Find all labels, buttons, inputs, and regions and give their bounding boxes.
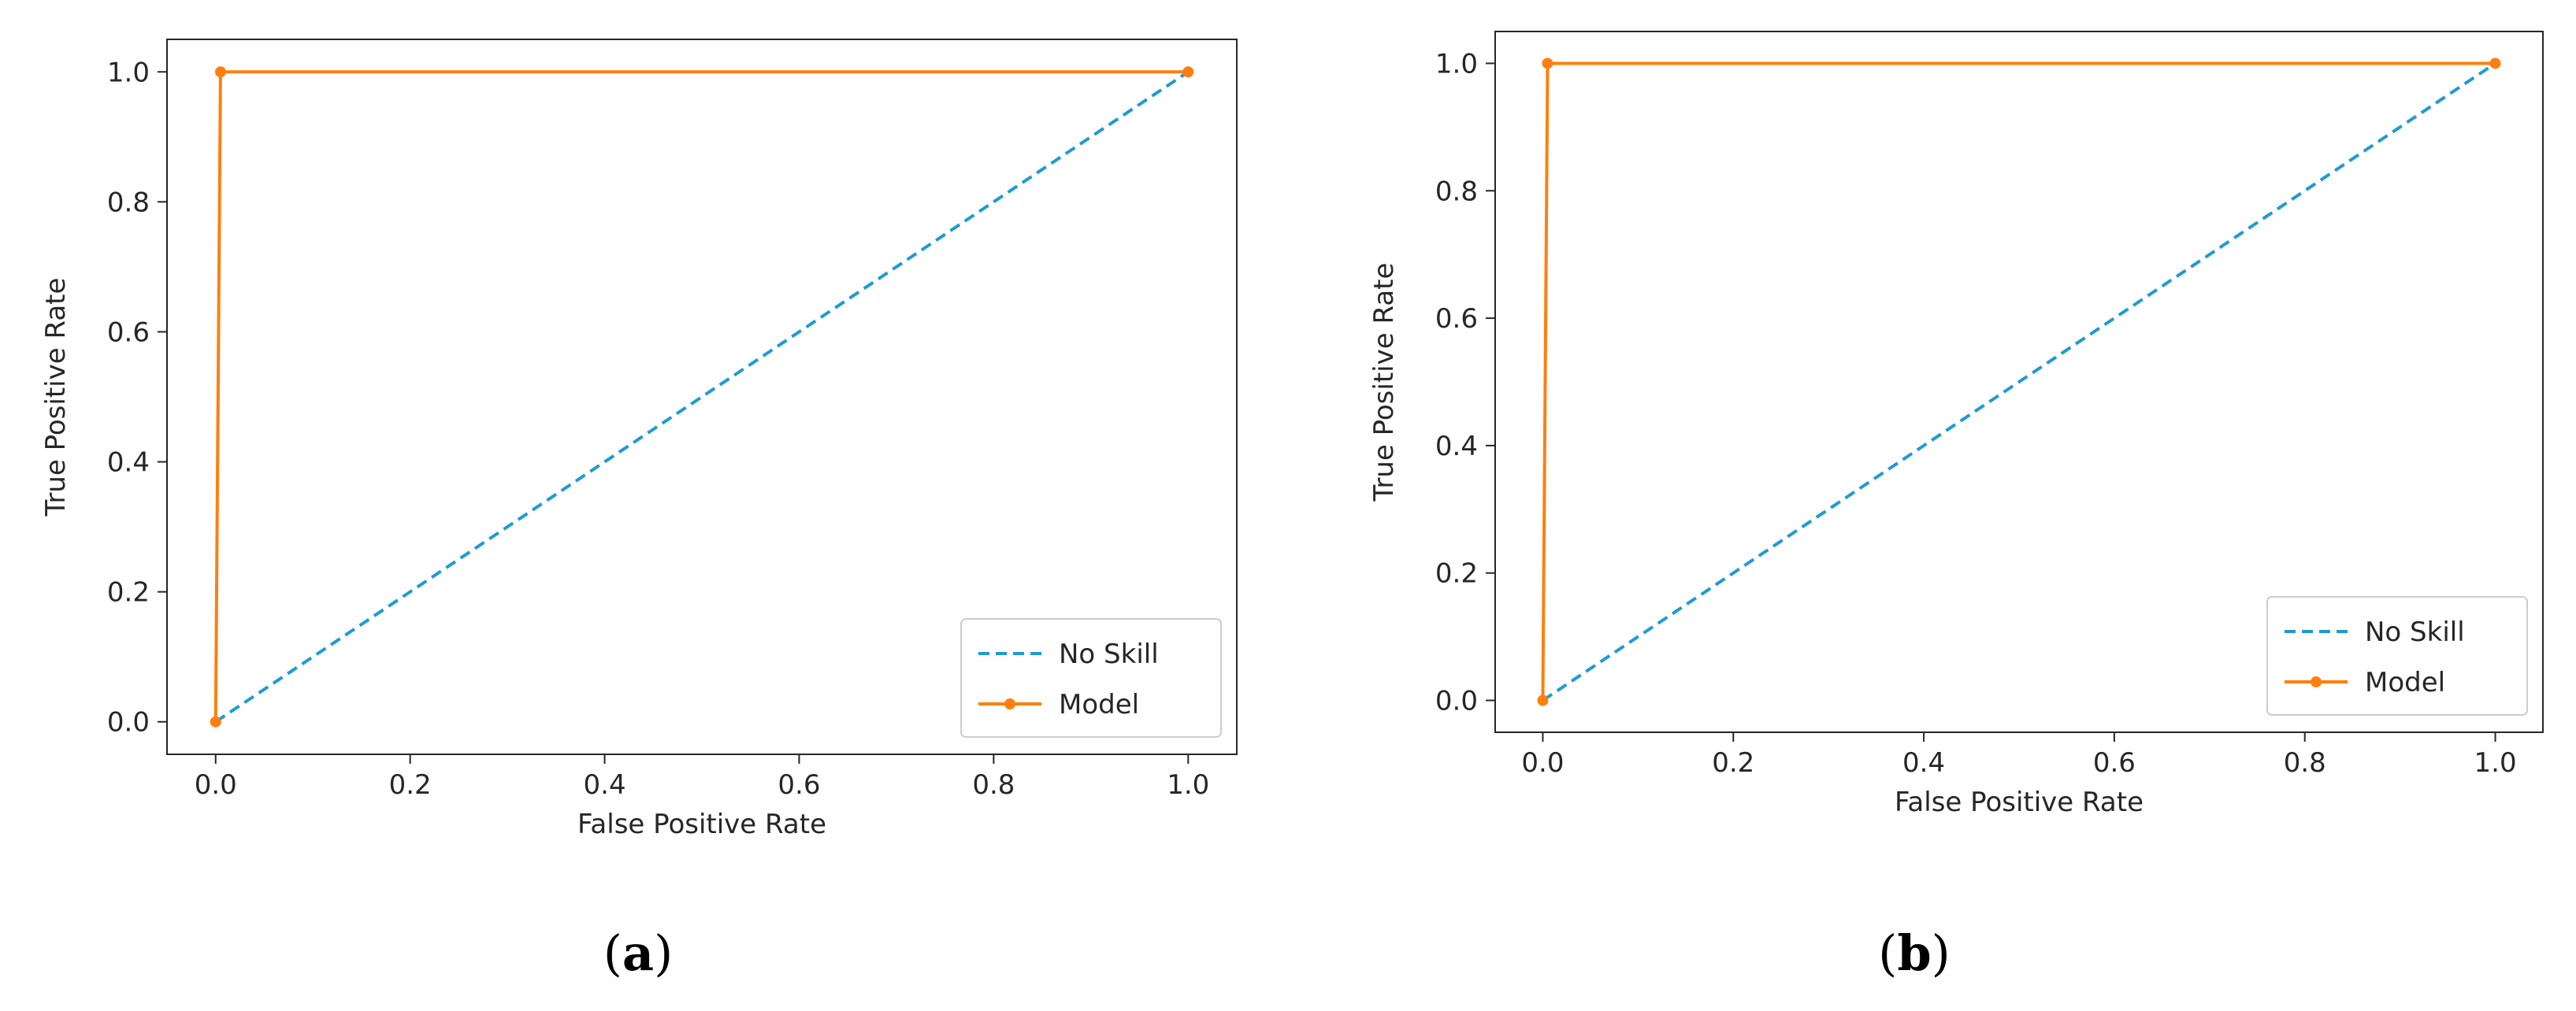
series-line-no-skill (214, 70, 1190, 724)
legend: No Skill Model (2266, 596, 2528, 716)
x-tick-label: 0.2 (1712, 747, 1754, 779)
x-tick-label: 0.4 (584, 769, 626, 801)
x-tick-label: 0.6 (778, 769, 820, 801)
y-tick-label: 0.0 (107, 707, 150, 739)
x-tick-label: 0.2 (389, 769, 432, 801)
data-point (1182, 66, 1194, 78)
y-tick-label: 0.8 (1435, 176, 1478, 207)
legend-marker (1004, 698, 1015, 709)
x-tick-label: 1.0 (2474, 747, 2517, 779)
caption-letter: a (622, 924, 654, 982)
x-tick-label: 0.6 (2093, 747, 2136, 779)
x-tick-label: 0.0 (1521, 747, 1564, 779)
y-tick-label: 0.4 (1435, 431, 1478, 462)
y-tick-label: 0.6 (107, 317, 150, 348)
y-tick-label: 1.0 (107, 57, 150, 88)
legend-label: No Skill (2365, 617, 2465, 648)
data-point (1537, 694, 1549, 706)
x-tick-label: 0.0 (195, 769, 237, 801)
data-point (210, 716, 221, 728)
y-tick-label: 1.0 (1435, 48, 1478, 80)
x-tick-label: 0.8 (2284, 747, 2326, 779)
y-tick-label: 0.2 (107, 577, 150, 609)
x-axis-label: False Positive Rate (1895, 787, 2144, 818)
y-tick-label: 0.6 (1435, 303, 1478, 335)
legend-box (2266, 596, 2528, 716)
y-tick-label: 0.8 (107, 187, 150, 218)
data-point (1542, 57, 1553, 69)
y-tick-label: 0.0 (1435, 686, 1478, 717)
caption-open-paren: ( (603, 924, 622, 982)
series-line-no-skill (1542, 61, 2496, 702)
x-axis-label: False Positive Rate (577, 809, 826, 840)
panel-caption: (b) (1878, 924, 1951, 982)
plot-frame (1494, 31, 2544, 733)
data-point (214, 66, 226, 78)
caption-close-paren: ) (654, 924, 673, 982)
legend-label: No Skill (1059, 639, 1159, 670)
caption-close-paren: ) (1932, 924, 1951, 982)
y-axis-label: True Positive Rate (40, 278, 72, 517)
x-tick-label: 0.8 (972, 769, 1015, 801)
legend-marker (2311, 676, 2322, 687)
chart-panel-b: 0.0 0.2 0.4 0.6 0.8 1.0 0.0 0.2 0.4 0.6 0.8 1.0 Fals… (1368, 31, 2544, 982)
caption-letter: b (1897, 924, 1931, 982)
y-tick-label: 0.4 (107, 447, 150, 479)
legend-box (960, 618, 1222, 738)
caption-open-paren: ( (1878, 924, 1897, 982)
y-tick-label: 0.2 (1435, 558, 1478, 590)
chart-panel-a: 0.0 0.2 0.4 0.6 0.8 1.0 0.0 0.2 0.4 0.6 0.8 1.0 Fals… (40, 39, 1238, 982)
legend-label: Model (2365, 667, 2445, 698)
x-tick-label: 1.0 (1167, 769, 1209, 801)
y-axis-label: True Positive Rate (1368, 263, 1400, 502)
legend-label: Model (1059, 689, 1139, 720)
x-tick-label: 0.4 (1902, 747, 1945, 779)
data-point (2489, 57, 2501, 69)
plot-frame (166, 39, 1238, 755)
legend: No Skill Model (960, 618, 1222, 738)
panel-caption: (a) (603, 924, 674, 982)
